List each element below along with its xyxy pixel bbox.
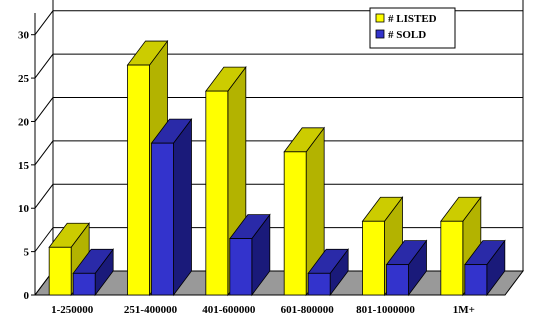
- legend-swatch: [375, 13, 385, 23]
- bar-front-face: [205, 90, 229, 296]
- y-tick-label: 25: [18, 73, 30, 85]
- bar-front-face: [464, 264, 488, 296]
- bar-front-face: [151, 142, 174, 296]
- side-wall-line: [34, 140, 54, 166]
- chart-bars: [48, 39, 506, 297]
- bar-front-face: [127, 64, 150, 296]
- bar-sold-801-1000000: [385, 239, 428, 297]
- side-wall-line: [34, 183, 54, 209]
- y-tick-label: 20: [18, 116, 30, 128]
- chart-axes: [31, 13, 505, 296]
- y-tick-label: 0: [24, 290, 30, 302]
- bar-sold-601-800000: [307, 248, 349, 297]
- bar-front-face: [386, 264, 409, 296]
- y-tick-label: 5: [24, 247, 30, 259]
- x-tick-label: 1-250000: [51, 304, 94, 316]
- bar-sold-1M+: [464, 239, 506, 297]
- bar-listed-601-800000: [283, 126, 325, 297]
- bar-side-face: [173, 117, 192, 297]
- bar-sold-1-250000: [72, 248, 114, 297]
- side-wall-line: [34, 10, 54, 35]
- x-tick-label: 1M+: [453, 304, 475, 316]
- bar-front-face: [440, 220, 464, 296]
- y-tick-label: 15: [18, 160, 30, 172]
- bar-front-face: [307, 272, 331, 296]
- bar-front-face: [72, 272, 96, 296]
- y-tick-label: 10: [18, 203, 30, 215]
- x-tick-label: 251-400000: [124, 304, 178, 316]
- x-tick-label: 601-800000: [281, 304, 335, 316]
- bar-front-face: [283, 151, 307, 296]
- chart-legend: # LISTED # SOLD: [369, 7, 456, 49]
- bar-front-face: [48, 246, 72, 296]
- legend-label: # LISTED: [388, 13, 437, 25]
- bar-front-face: [229, 238, 253, 296]
- bar-sold-401-600000: [229, 213, 271, 297]
- side-wall-line: [34, 97, 54, 122]
- chart-tick-labels: 0 5 10 15 20 25 30 1-250000 251-400000 401-600000…: [18, 30, 475, 316]
- y-tick-label: 30: [18, 30, 30, 42]
- side-wall-line: [34, 227, 54, 252]
- bar-sold-251-400000: [150, 117, 193, 297]
- side-wall-line: [34, 53, 54, 79]
- legend-swatch: [375, 29, 385, 39]
- x-tick-label: 801-1000000: [356, 304, 415, 316]
- bar-front-face: [362, 220, 385, 296]
- x-tick-label: 401-600000: [202, 304, 256, 316]
- legend-label: # SOLD: [388, 29, 426, 41]
